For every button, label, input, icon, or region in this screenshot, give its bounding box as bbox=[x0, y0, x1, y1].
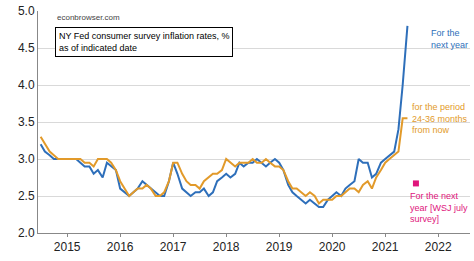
svg-text:For the nextyear [WSJ julysurv: For the nextyear [WSJ julysurvey] bbox=[410, 191, 468, 224]
svg-text:2020: 2020 bbox=[319, 240, 346, 254]
svg-text:2017: 2017 bbox=[160, 240, 187, 254]
svg-text:2021: 2021 bbox=[372, 240, 399, 254]
svg-text:4.0: 4.0 bbox=[18, 78, 35, 92]
svg-text:for the period24-36 monthsfrom: for the period24-36 monthsfrom now bbox=[412, 102, 468, 135]
svg-text:2016: 2016 bbox=[107, 240, 134, 254]
svg-text:2.5: 2.5 bbox=[18, 189, 35, 203]
svg-text:For thenext year: For thenext year bbox=[431, 28, 468, 50]
svg-text:2015: 2015 bbox=[54, 240, 81, 254]
svg-text:2018: 2018 bbox=[213, 240, 240, 254]
svg-text:3.0: 3.0 bbox=[18, 152, 35, 166]
svg-text:econbrowser.com: econbrowser.com bbox=[57, 13, 120, 22]
svg-text:2022: 2022 bbox=[425, 240, 452, 254]
svg-text:NY Fed consumer survey inflati: NY Fed consumer survey inflation rates, … bbox=[59, 31, 229, 53]
svg-text:5.0: 5.0 bbox=[18, 4, 35, 18]
svg-text:2.0: 2.0 bbox=[18, 226, 35, 240]
svg-text:2019: 2019 bbox=[266, 240, 293, 254]
svg-text:3.5: 3.5 bbox=[18, 115, 35, 129]
svg-text:4.5: 4.5 bbox=[18, 41, 35, 55]
